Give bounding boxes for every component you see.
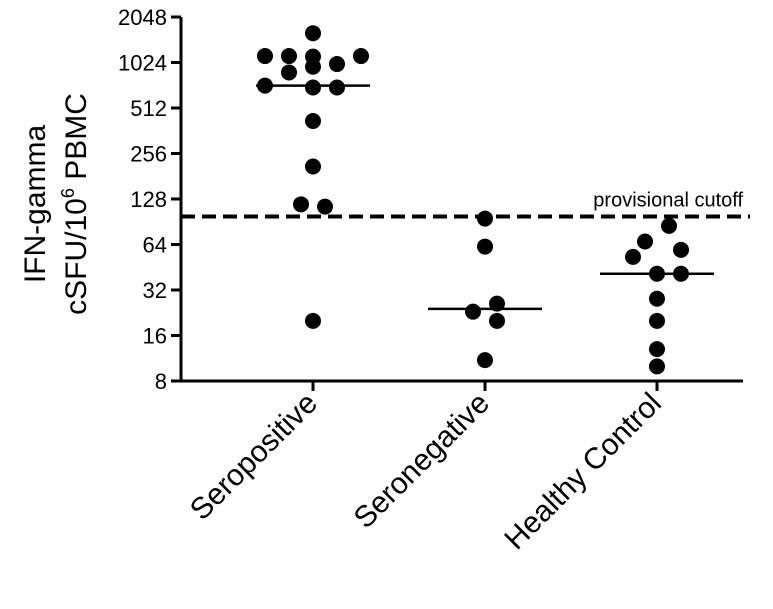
data-point [649,312,665,329]
y-tick-label: 8 [155,369,167,394]
data-point [329,79,345,96]
y-tick-label: 64 [143,233,167,258]
data-point [329,56,345,73]
y-axis-title-line2: cSFU/106 PBMC [58,93,93,315]
data-point [305,312,321,329]
y-axis-title: IFN-gamma cSFU/106 PBMC [19,93,93,315]
data-point [477,352,493,369]
median-lines [256,84,714,311]
data-point [305,113,321,130]
data-point [257,48,273,65]
data-point [305,25,321,42]
y-tick-label: 32 [143,278,167,303]
y-tick-label: 128 [130,187,167,212]
data-point [661,217,677,234]
data-point [673,241,689,258]
data-point [489,312,505,329]
data-point [305,79,321,96]
data-point [281,48,297,65]
data-point [637,233,653,250]
data-point [649,290,665,307]
x-tick-label: Healthy Control [498,387,668,557]
data-point [477,238,493,255]
data-point [477,210,493,227]
data-point [305,58,321,75]
data-point [489,295,505,312]
x-tick-labels: Seropositive Seronegative Healthy Control [184,387,668,557]
x-tick-label: Seronegative [348,387,496,535]
provisional-cutoff-label: provisional cutoff [593,190,743,212]
y-ticks: 8 16 32 64 128 256 512 1024 2048 [118,5,181,394]
y-axis-title-line1: IFN-gamma [19,125,52,284]
data-point [625,248,641,265]
data-point [305,158,321,175]
data-point [649,341,665,358]
data-point [281,64,297,81]
y-tick-label: 2048 [118,5,167,30]
data-point [317,198,333,215]
y-tick-label: 256 [130,142,167,167]
data-point [649,358,665,375]
y-tick-label: 512 [130,96,167,121]
y-tick-label: 1024 [118,51,167,76]
y-tick-label: 16 [143,324,167,349]
reference-line-group: provisional cutoff [181,190,750,219]
data-point [293,196,309,213]
data-point [465,303,481,320]
x-tick-label: Seropositive [184,387,324,527]
data-point [353,48,369,65]
